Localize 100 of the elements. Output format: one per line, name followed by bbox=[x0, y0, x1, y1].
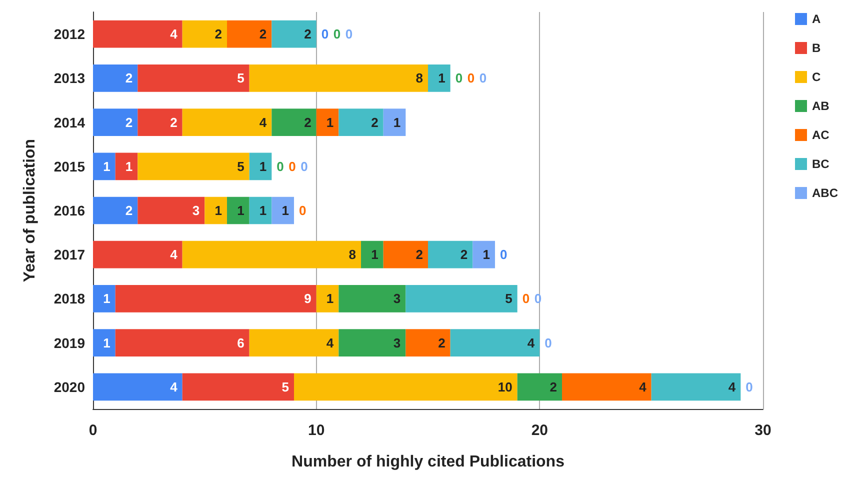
legend-label: A bbox=[812, 12, 821, 26]
data-label: 1 bbox=[326, 114, 334, 130]
bar bbox=[93, 329, 116, 357]
data-label: 2 bbox=[416, 247, 423, 262]
bar bbox=[93, 152, 116, 180]
x-tick-label: 10 bbox=[308, 422, 325, 439]
bar bbox=[472, 240, 495, 268]
data-label: 10 bbox=[498, 379, 512, 394]
data-label: 2 bbox=[304, 26, 312, 42]
data-label: 4 bbox=[170, 26, 178, 42]
data-label: 4 bbox=[527, 335, 536, 350]
data-label: 5 bbox=[505, 291, 512, 306]
data-label: 1 bbox=[125, 158, 133, 174]
bar bbox=[115, 285, 316, 312]
data-label: 1 bbox=[326, 291, 334, 306]
bar bbox=[450, 329, 540, 357]
bar bbox=[93, 373, 182, 401]
legend-label: C bbox=[812, 70, 821, 84]
bar bbox=[182, 373, 294, 401]
bar bbox=[227, 196, 250, 224]
bar bbox=[651, 373, 741, 401]
data-label: 5 bbox=[237, 70, 244, 86]
data-label: 4 bbox=[170, 247, 178, 262]
y-axis-title: Year of publication bbox=[22, 138, 38, 282]
bar bbox=[428, 240, 473, 268]
y-tick-label: 2014 bbox=[54, 114, 86, 130]
y-tick-label: 2020 bbox=[54, 378, 86, 395]
legend-label: ABC bbox=[812, 186, 838, 200]
data-label: 2 bbox=[170, 114, 178, 130]
y-tick-label: 2012 bbox=[54, 26, 86, 42]
bar bbox=[138, 152, 250, 180]
bar bbox=[115, 329, 250, 357]
bar bbox=[93, 285, 116, 312]
data-label: 0 bbox=[500, 247, 508, 262]
data-label: 2 bbox=[125, 203, 133, 218]
data-label: 2 bbox=[214, 26, 222, 42]
bar bbox=[406, 285, 518, 312]
y-tick-label: 2017 bbox=[54, 246, 86, 263]
y-tick-label: 2019 bbox=[54, 334, 86, 351]
x-tick-label: 0 bbox=[88, 422, 98, 439]
data-label: 0 bbox=[300, 158, 308, 174]
data-label: 2 bbox=[550, 379, 557, 394]
data-label: 0 bbox=[467, 70, 475, 86]
y-tick-label: 2013 bbox=[54, 70, 86, 86]
bar bbox=[517, 373, 562, 401]
bar bbox=[93, 108, 138, 136]
bar bbox=[249, 196, 272, 224]
data-label: 2 bbox=[304, 114, 312, 130]
bar bbox=[383, 108, 406, 136]
legend-label: AB bbox=[812, 99, 830, 113]
data-label: 1 bbox=[371, 247, 378, 262]
bar bbox=[338, 285, 406, 312]
data-label: 4 bbox=[639, 379, 648, 394]
data-label: 1 bbox=[237, 203, 244, 218]
data-label: 2 bbox=[259, 26, 267, 42]
bar bbox=[182, 240, 361, 268]
bar bbox=[272, 20, 316, 48]
data-label: 1 bbox=[103, 335, 110, 350]
data-label: 0 bbox=[455, 70, 463, 86]
data-label: 5 bbox=[282, 379, 289, 394]
bar bbox=[316, 285, 339, 312]
data-label: 0 bbox=[321, 26, 329, 42]
data-label: 4 bbox=[326, 335, 334, 350]
data-label: 4 bbox=[259, 114, 268, 130]
data-label: 2 bbox=[125, 114, 133, 130]
data-label: 2 bbox=[125, 70, 133, 86]
bar bbox=[115, 152, 138, 180]
bar bbox=[93, 20, 182, 48]
x-axis-title: Number of highly cited Publications bbox=[292, 454, 565, 470]
bar bbox=[383, 240, 428, 268]
data-label: 0 bbox=[479, 70, 487, 86]
bar bbox=[227, 20, 272, 48]
data-label: 4 bbox=[728, 379, 736, 394]
bar bbox=[272, 196, 294, 224]
data-label: 0 bbox=[276, 158, 284, 174]
data-label: 5 bbox=[237, 158, 244, 174]
bar bbox=[93, 196, 138, 224]
data-label: 1 bbox=[103, 291, 110, 306]
legend-label: BC bbox=[812, 157, 830, 171]
bar bbox=[406, 329, 450, 357]
y-tick-label: 2018 bbox=[54, 290, 86, 307]
x-tick-label: 20 bbox=[531, 422, 548, 439]
data-label: 0 bbox=[522, 291, 530, 306]
bar bbox=[316, 108, 339, 136]
data-label: 1 bbox=[438, 70, 446, 86]
data-label: 1 bbox=[393, 114, 401, 130]
bar bbox=[138, 64, 250, 92]
y-tick-label: 2016 bbox=[54, 202, 86, 218]
data-label: 1 bbox=[282, 203, 289, 218]
data-label: 4 bbox=[170, 379, 178, 394]
x-tick-label: 30 bbox=[754, 422, 772, 439]
bar bbox=[294, 373, 518, 401]
data-label: 0 bbox=[288, 158, 296, 174]
bar bbox=[93, 64, 138, 92]
bar bbox=[272, 108, 316, 136]
data-label: 0 bbox=[299, 203, 306, 218]
data-label: 8 bbox=[416, 70, 423, 86]
bar bbox=[182, 108, 272, 136]
data-label: 0 bbox=[345, 26, 353, 42]
bar bbox=[562, 373, 652, 401]
